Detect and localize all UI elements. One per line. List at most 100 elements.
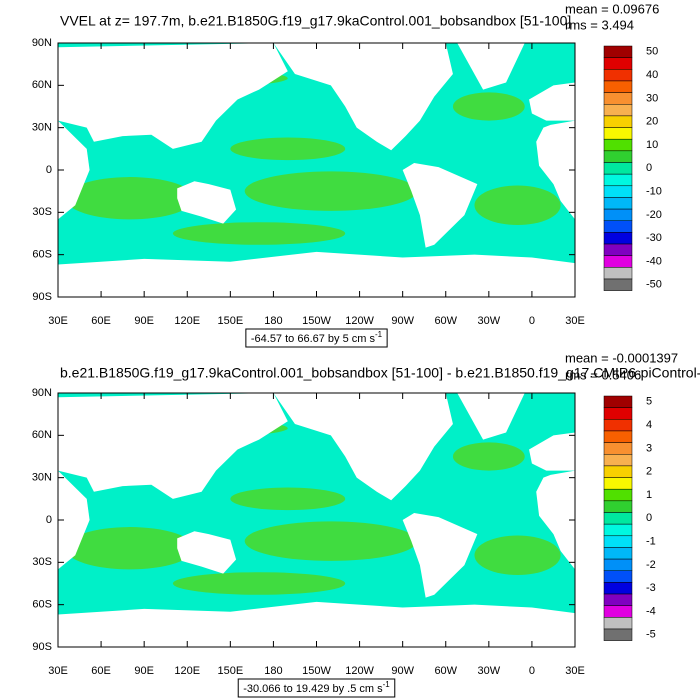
colorbar-box [603, 547, 633, 560]
colorbar-box [603, 208, 633, 222]
colorbar-label: 5 [646, 396, 652, 408]
colorbar-box [603, 500, 633, 513]
colorbar-box [603, 45, 633, 58]
lon-label: 90W [391, 315, 414, 327]
colorbar-box [603, 570, 633, 583]
colorbar-label: 10 [646, 139, 658, 151]
colorbar-label: 1 [646, 489, 652, 501]
lat-label: 60N [32, 429, 52, 441]
colorbar-label: -5 [646, 629, 656, 641]
colorbar-box [603, 173, 633, 187]
colorbar-label: -1 [646, 536, 656, 548]
colorbar-box [603, 582, 633, 595]
colorbar-box [603, 477, 633, 490]
lon-label: 150E [217, 315, 243, 327]
lon-label: 120W [345, 315, 374, 327]
colorbar-box [603, 69, 633, 82]
lon-label: 90E [134, 665, 154, 677]
colorbar-box [603, 617, 633, 630]
colorbar-box [603, 465, 633, 478]
colorbar-box [603, 243, 633, 256]
lon-label: 60E [91, 315, 111, 327]
lon-label: 60E [91, 665, 111, 677]
colorbar-box [603, 104, 633, 117]
lon-label: 30E [48, 665, 68, 677]
lat-label: 30N [32, 122, 52, 134]
colorbar-box [603, 232, 633, 245]
colorbar-label: 40 [646, 69, 658, 81]
rms-label: rms = 3.494 [565, 17, 634, 32]
contour-info-box [245, 328, 388, 348]
colorbar-label: -30 [646, 232, 662, 244]
lon-label: 60W [434, 665, 457, 677]
lon-label: 150W [302, 315, 331, 327]
map-fill [58, 43, 575, 297]
colorbar-box [603, 628, 633, 641]
lon-label: 180 [264, 665, 282, 677]
colorbar-label: -10 [646, 186, 662, 198]
colorbar-box [603, 80, 633, 93]
lat-label: 30N [32, 472, 52, 484]
colorbar-box [603, 535, 633, 548]
rms-label: rms = 0.5406 [565, 367, 641, 382]
lon-label: 180 [264, 315, 282, 327]
panel: VVEL at z= 197.7m, b.e21.B1850G.f19_g17.… [32, 1, 662, 348]
colorbar-box [603, 430, 633, 443]
map [58, 43, 575, 297]
colorbar-box [603, 523, 633, 537]
unit-exponent: -1 [375, 330, 383, 339]
colorbar-box [603, 512, 633, 525]
colorbar-box [603, 442, 633, 455]
colorbar-label: 4 [646, 419, 652, 431]
lat-label: 30S [32, 556, 52, 568]
contour-info: -64.57 to 66.67 by 5 cm s-1 [245, 328, 388, 348]
colorbar-box [603, 488, 633, 502]
lat-label: 30S [32, 206, 52, 218]
map-fill [58, 393, 575, 647]
lon-label: 30E [48, 315, 68, 327]
lon-label: 30E [565, 315, 585, 327]
colorbar-box [603, 220, 633, 233]
colorbar-box [603, 419, 633, 432]
mean-label: mean = -0.0001397 [565, 350, 678, 365]
colorbar-box [603, 454, 633, 467]
colorbar-box [603, 162, 633, 175]
colorbar-box [603, 127, 633, 140]
contour-range: -30.066 to 19.429 by .5 cm s [243, 683, 383, 695]
plot-title: VVEL at z= 197.7m, b.e21.B1850G.f19_g17.… [60, 13, 571, 29]
colorbar-label: -40 [646, 255, 662, 267]
colorbar-box [603, 92, 633, 105]
colorbar-box [603, 185, 633, 198]
colorbar-box [603, 558, 633, 571]
colorbar-label: 3 [646, 442, 652, 454]
contour-range: -64.57 to 66.67 by 5 cm s [251, 333, 376, 345]
colorbar-box [603, 278, 633, 291]
colorbar-box [603, 267, 633, 280]
colorbar-label: -20 [646, 209, 662, 221]
lon-label: 150E [217, 665, 243, 677]
colorbar-label: -3 [646, 582, 656, 594]
colorbar-label: 20 [646, 116, 658, 128]
lat-label: 0 [46, 514, 52, 526]
lat-label: 60S [32, 249, 52, 261]
lat-label: 90N [32, 387, 52, 399]
lon-label: 120W [345, 665, 374, 677]
map [58, 393, 575, 647]
lon-label: 90E [134, 315, 154, 327]
colorbar-box [603, 115, 633, 128]
lon-label: 30E [565, 665, 585, 677]
colorbar-box [603, 138, 633, 152]
lat-label: 0 [46, 164, 52, 176]
colorbar-label: 50 [646, 46, 658, 58]
lon-label: 150W [302, 665, 331, 677]
lon-label: 0 [529, 665, 535, 677]
colorbar-label: -4 [646, 605, 656, 617]
contour-info: -30.066 to 19.429 by .5 cm s-1 [237, 678, 396, 698]
colorbar-label: 30 [646, 92, 658, 104]
contour-info-box [237, 678, 396, 698]
lon-label: 120E [174, 665, 200, 677]
contour-info-text: -64.57 to 66.67 by 5 cm s-1 [251, 330, 383, 345]
lat-label: 90S [32, 291, 52, 303]
